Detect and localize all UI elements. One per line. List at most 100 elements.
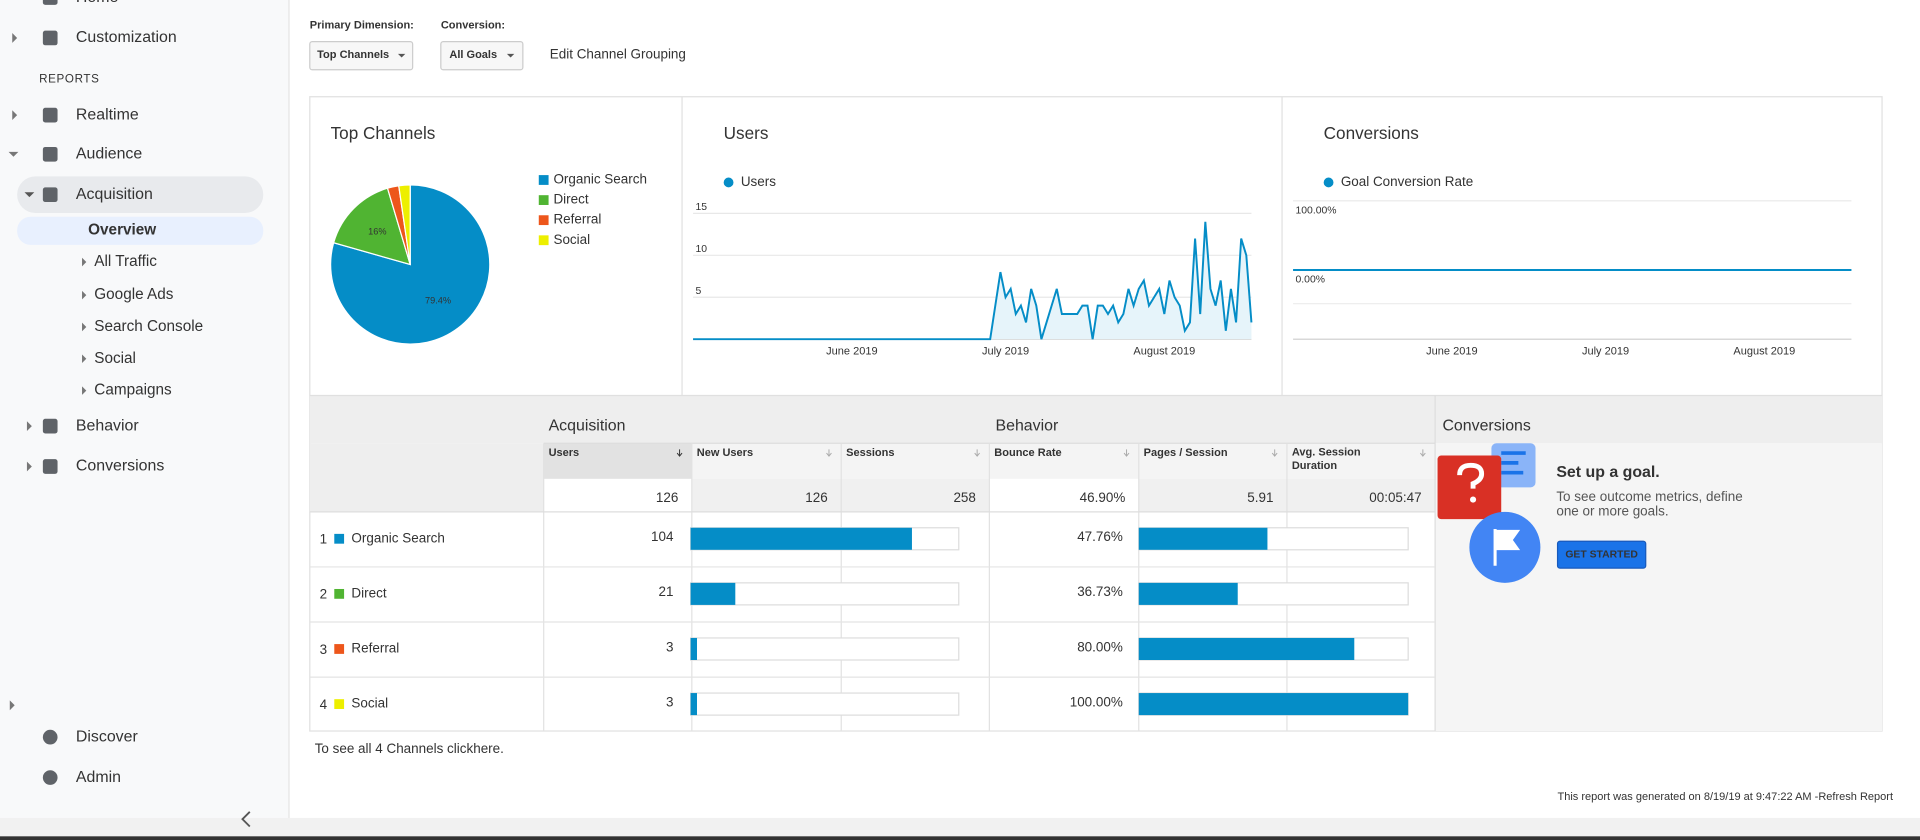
bottom-band	[0, 817, 1920, 840]
legend-swatch	[538, 195, 549, 205]
nav-item: REPORTS	[39, 73, 99, 86]
y-tick-label: 5	[696, 286, 702, 297]
column-header[interactable]: New Users	[697, 447, 753, 459]
nav-item[interactable]: Behavior	[76, 417, 139, 434]
bounce-value: 36.73%	[1077, 584, 1123, 599]
legend-dot	[1323, 177, 1334, 188]
filter-value[interactable]: Top Channels	[317, 49, 389, 61]
nav-item[interactable]: Overview	[88, 221, 156, 238]
slice-label: 16%	[368, 226, 386, 236]
filter-value[interactable]: All Goals	[449, 49, 497, 61]
nav-item[interactable]: Google Ads	[94, 286, 173, 303]
row-rank: 3	[320, 642, 327, 657]
x-tick-label: June 2019	[1426, 345, 1477, 357]
nav-icon	[42, 770, 58, 785]
button-label[interactable]: GET STARTED	[1565, 549, 1638, 560]
row-rank: 4	[320, 697, 328, 712]
sorted-col-header	[543, 443, 692, 479]
row-swatch	[334, 533, 345, 544]
expand-arrow	[12, 33, 18, 43]
dropdown-arrow	[506, 53, 515, 58]
x-tick-label: August 2019	[1133, 345, 1195, 357]
expand-arrow	[9, 700, 15, 711]
nav-item[interactable]: Admin	[76, 769, 121, 786]
refresh-link[interactable]: Refresh Report	[1818, 791, 1893, 803]
legend-label: Direct	[553, 192, 588, 207]
expand-arrow	[82, 386, 87, 395]
collapse-button[interactable]	[241, 811, 251, 828]
legend-swatch	[538, 175, 549, 185]
dropdown-arrow	[397, 53, 406, 58]
filter-label: Primary Dimension:	[310, 20, 414, 32]
nav-item[interactable]: Social	[94, 350, 136, 367]
pie-slice	[332, 187, 412, 266]
get-started-button[interactable]	[1556, 540, 1647, 569]
goal-title: Set up a goal.	[1556, 464, 1659, 481]
row-rank: 1	[320, 532, 327, 547]
nav-item[interactable]: Conversions	[76, 458, 164, 475]
goal-icon-dot	[1470, 496, 1477, 503]
expand-arrow	[24, 192, 35, 198]
nav-item[interactable]: Customization	[76, 29, 177, 46]
nav-item[interactable]: All Traffic	[94, 253, 157, 270]
nav-item[interactable]: Search Console	[94, 318, 203, 335]
nav-icon	[42, 459, 58, 474]
row-swatch	[334, 588, 345, 599]
column-header[interactable]: Pages / Session	[1144, 447, 1228, 459]
nav-icon	[42, 107, 58, 123]
footer-link[interactable]: here.	[473, 741, 504, 756]
users-value: 3	[666, 639, 673, 654]
nav-item[interactable]: Realtime	[76, 106, 139, 123]
row-link[interactable]: Referral	[351, 641, 399, 656]
chart-title: Top Channels	[331, 123, 436, 143]
row-link[interactable]: Social	[351, 696, 388, 711]
expand-arrow	[82, 257, 87, 267]
row-rank: 2	[320, 587, 327, 602]
y-tick-label: 10	[696, 244, 708, 255]
users-bar	[690, 527, 912, 550]
nav-item[interactable]: Audience	[76, 145, 142, 162]
conversion-dropdown[interactable]	[440, 41, 524, 71]
primary-dropdown[interactable]	[309, 41, 414, 71]
x-tick-label: June 2019	[826, 345, 877, 357]
nav-item[interactable]: Campaigns	[94, 382, 172, 399]
bottom-edge	[0, 836, 1920, 840]
y-tick-label: 0.00%	[1296, 275, 1325, 286]
legend-label: Goal Conversion Rate	[1341, 174, 1473, 189]
nav-item[interactable]: Discover	[76, 728, 139, 745]
y-tick-label: 15	[696, 202, 708, 213]
expand-arrow	[82, 290, 87, 300]
chart-title: Users	[724, 123, 769, 143]
x-tick-label: August 2019	[1733, 345, 1795, 357]
expand-arrow	[26, 421, 32, 432]
group-header: Acquisition	[549, 417, 626, 434]
legend-label: Referral	[553, 212, 601, 227]
row-link[interactable]: Direct	[351, 585, 386, 600]
sort-arrow	[1271, 449, 1278, 457]
sort-arrow	[1123, 449, 1130, 457]
sort-arrow	[1420, 449, 1426, 457]
users-bar	[690, 582, 736, 605]
column-header[interactable]: Users	[549, 447, 580, 459]
goal-text: To see outcome metrics, define one or mo…	[1556, 489, 1743, 520]
column-header[interactable]: Sessions	[846, 447, 894, 459]
legend-swatch	[538, 215, 549, 226]
edit-link[interactable]: Edit Channel Grouping	[550, 47, 686, 62]
expand-arrow	[8, 151, 19, 157]
nav-item[interactable]: Acquisition	[76, 186, 153, 203]
nav-icon	[42, 30, 58, 46]
nav-item[interactable]: Home	[76, 0, 119, 6]
legend-dot	[723, 177, 734, 188]
line	[693, 221, 1253, 341]
area	[693, 221, 1252, 340]
legend-swatch	[538, 235, 549, 246]
x-tick-label: July 2019	[1582, 345, 1629, 357]
column-header[interactable]: Bounce Rate	[994, 447, 1061, 459]
bar-track	[690, 692, 960, 716]
nav-icon	[42, 146, 58, 162]
goal-icon-flag	[1493, 528, 1521, 566]
bounce-value: 47.76%	[1077, 529, 1123, 544]
active-section	[17, 176, 264, 214]
row-link[interactable]: Organic Search	[351, 530, 444, 545]
